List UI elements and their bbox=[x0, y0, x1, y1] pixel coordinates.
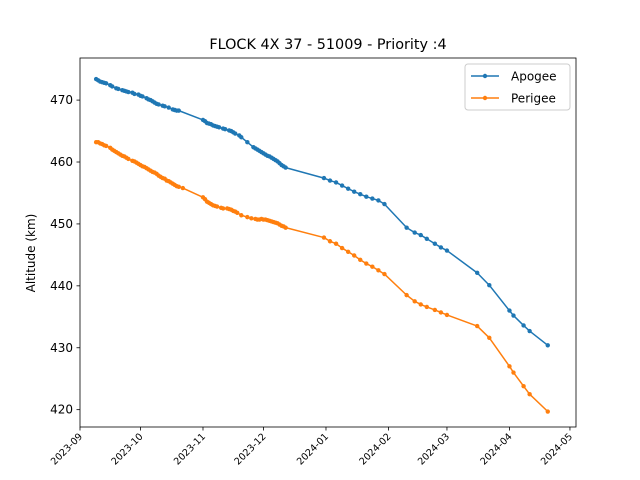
apogee-data-point bbox=[233, 131, 238, 136]
perigee-data-point bbox=[475, 323, 480, 329]
perigee-data-point bbox=[321, 235, 327, 240]
y-tick-label: 470 bbox=[50, 93, 73, 107]
apogee-data-point bbox=[116, 86, 121, 92]
legend: Apogee Perigee bbox=[464, 63, 571, 111]
perigee-data-point bbox=[382, 271, 387, 277]
y-tick-label: 460 bbox=[50, 155, 73, 169]
perigee-data-point bbox=[438, 310, 444, 315]
axes-frame bbox=[79, 57, 577, 428]
apogee-data-point bbox=[424, 236, 429, 241]
apogee-data-point bbox=[239, 135, 244, 140]
apogee-data-point bbox=[283, 165, 288, 170]
apogee-data-point bbox=[521, 323, 526, 328]
apogee-data-point bbox=[432, 241, 438, 246]
plot-area bbox=[93, 76, 550, 414]
apogee-data-point bbox=[352, 189, 357, 194]
apogee-data-point bbox=[487, 283, 492, 288]
apogee-data-point bbox=[140, 94, 145, 99]
chart-title: FLOCK 4X 37 - 51009 - Priority :4 bbox=[209, 37, 446, 53]
apogee-data-point bbox=[166, 105, 171, 110]
apogee-data-point bbox=[176, 108, 181, 113]
perigee-data-point bbox=[358, 257, 363, 263]
perigee-data-point bbox=[376, 268, 381, 273]
apogee-data-point bbox=[126, 89, 131, 95]
y-tick-label: 440 bbox=[50, 279, 73, 293]
perigee-data-point bbox=[527, 391, 532, 397]
perigee-data-point bbox=[364, 261, 369, 266]
perigee-data-point bbox=[220, 206, 226, 211]
perigee-data-point bbox=[521, 383, 526, 389]
perigee-data-point bbox=[245, 214, 250, 220]
perigee-data-point bbox=[352, 253, 357, 258]
y-axis-label: Altitude (km) bbox=[24, 214, 38, 293]
perigee-data-point bbox=[327, 239, 333, 244]
apogee-data-point bbox=[162, 104, 167, 109]
perigee-data-point bbox=[487, 335, 492, 341]
perigee-data-point bbox=[432, 307, 438, 313]
apogee-data-point bbox=[156, 102, 161, 107]
perigee-data-point bbox=[412, 299, 417, 304]
legend-perigee-label: Perigee bbox=[511, 92, 556, 106]
perigee-data-point bbox=[214, 204, 220, 209]
apogee-data-point bbox=[364, 194, 369, 199]
apogee-data-point bbox=[444, 248, 450, 253]
apogee-data-point bbox=[222, 127, 228, 132]
apogee-data-point bbox=[339, 183, 345, 188]
perigee-data-point bbox=[249, 216, 254, 221]
legend-apogee-label: Apogee bbox=[511, 70, 557, 84]
perigee-data-point bbox=[424, 304, 429, 310]
perigee-data-point bbox=[507, 364, 512, 369]
apogee-data-point bbox=[507, 308, 512, 313]
perigee-data-point bbox=[404, 292, 409, 298]
apogee-data-point bbox=[376, 198, 381, 203]
apogee-data-point bbox=[511, 313, 516, 318]
perigee-data-point bbox=[104, 143, 109, 149]
y-tick-label: 420 bbox=[50, 403, 73, 417]
perigee-data-point bbox=[370, 264, 375, 269]
apogee-data-point bbox=[418, 232, 423, 238]
apogee-data-point bbox=[132, 91, 137, 97]
perigee-data-point bbox=[545, 409, 550, 414]
perigee-data-point bbox=[235, 210, 240, 215]
apogee-data-point bbox=[382, 201, 387, 207]
perigee-data-point bbox=[239, 213, 244, 218]
perigee-data-point bbox=[126, 156, 131, 162]
perigee-data-point bbox=[180, 185, 186, 191]
apogee-data-point bbox=[104, 81, 109, 86]
perigee-data-point bbox=[339, 245, 345, 251]
apogee-data-point bbox=[216, 125, 222, 130]
apogee-data-point bbox=[527, 328, 532, 334]
perigee-data-point bbox=[176, 184, 181, 189]
apogee-data-point bbox=[370, 196, 375, 201]
apogee-data-point bbox=[358, 192, 363, 197]
apogee-data-point bbox=[438, 245, 444, 250]
apogee-data-point bbox=[321, 175, 327, 181]
apogee-data-point bbox=[545, 343, 550, 348]
apogee-data-point bbox=[412, 230, 417, 235]
perigee-data-point bbox=[511, 370, 516, 375]
apogee-data-point bbox=[404, 225, 409, 230]
legend-perigee-marker bbox=[482, 95, 488, 101]
perigee-data-point bbox=[283, 225, 288, 230]
apogee-data-point bbox=[345, 186, 351, 191]
apogee-data-point bbox=[475, 270, 480, 276]
legend-apogee-marker bbox=[482, 73, 488, 79]
perigee-data-point bbox=[418, 302, 423, 307]
perigee-data-point bbox=[345, 249, 351, 254]
apogee-data-point bbox=[327, 178, 333, 183]
perigee-data-point bbox=[333, 241, 339, 246]
y-tick-label: 430 bbox=[50, 341, 73, 355]
perigee-data-point bbox=[444, 312, 450, 318]
apogee-data-point bbox=[333, 180, 339, 185]
apogee-data-point bbox=[245, 140, 250, 145]
apogee-data-point bbox=[110, 84, 115, 89]
y-tick-label: 450 bbox=[50, 217, 73, 231]
